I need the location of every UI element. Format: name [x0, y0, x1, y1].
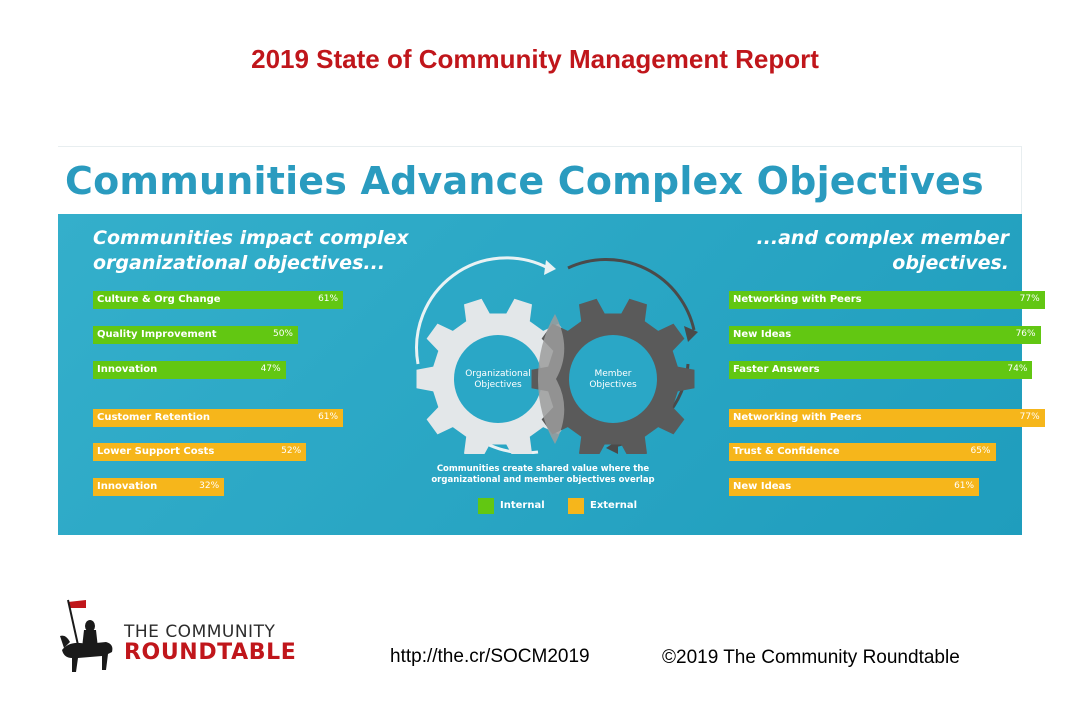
bar-value-label: 61% — [318, 294, 339, 304]
caption-line-2: organizational and member objectives ove… — [431, 475, 655, 485]
footer-copyright: ©2019 The Community Roundtable — [662, 647, 960, 668]
member-external-bar: New Ideas 61% — [729, 478, 980, 496]
bar-value-label: 32% — [199, 481, 220, 491]
member-gear — [531, 298, 695, 454]
org-internal-bar: Quality Improvement 50% — [93, 326, 298, 344]
organizational-gear-label-1: Organizational — [465, 369, 531, 379]
member-heading-line-1: ...and complex member — [756, 227, 1009, 249]
logo-line-2: ROUNDTABLE — [124, 640, 297, 665]
bar-value-label: 74% — [1007, 364, 1028, 374]
circular-arrow-top-left — [415, 256, 549, 365]
arrow-head — [684, 326, 698, 342]
report-title: 2019 State of Community Management Repor… — [251, 44, 819, 74]
legend-swatch-internal — [478, 498, 494, 514]
bar-label: Innovation — [97, 481, 158, 492]
bar-value-label: 65% — [970, 446, 991, 456]
org-external-bar: Customer Retention 61% — [93, 409, 344, 427]
bar-value-label: 61% — [318, 412, 339, 422]
organizational-gear-label-2: Objectives — [474, 380, 522, 390]
infographic: Communities Advance Complex Objectives C… — [58, 146, 1045, 535]
bar-label: Networking with Peers — [733, 294, 862, 305]
circular-arrow-top-right — [567, 258, 696, 331]
bar-value-label: 50% — [272, 329, 293, 339]
member-internal-bar: Faster Answers 74% — [729, 361, 1033, 379]
bar-label: Networking with Peers — [733, 412, 862, 423]
bar-label: Culture & Org Change — [97, 294, 221, 305]
bar-label: Quality Improvement — [97, 329, 217, 340]
bar-label: Innovation — [97, 364, 158, 375]
member-internal-bar: New Ideas 76% — [729, 326, 1041, 344]
member-external-bar: Trust & Confidence 65% — [729, 443, 996, 461]
org-external-bar: Innovation 32% — [93, 478, 225, 496]
bar-value-label: 61% — [954, 481, 975, 491]
bar-value-label: 77% — [1019, 412, 1040, 422]
legend-swatch-external — [568, 498, 584, 514]
bar-label: New Ideas — [733, 481, 792, 492]
organizational-gear — [416, 298, 580, 454]
caption-line-1: Communities create shared value where th… — [436, 464, 650, 474]
gears-illustration: Organizational Objectives Member Objecti… — [415, 256, 698, 454]
bar-value-label: 76% — [1015, 329, 1036, 339]
bar-label: Customer Retention — [97, 412, 211, 423]
knight-icon — [60, 599, 113, 672]
organizational-heading: Communities impact complex organizationa… — [93, 226, 409, 276]
bar-value-label: 47% — [260, 364, 281, 374]
gear-right-hub — [569, 335, 657, 423]
gear-left-hub — [454, 335, 542, 423]
member-external-bar: Networking with Peers 77% — [729, 409, 1045, 427]
infographic-title: Communities Advance Complex Objectives — [65, 159, 984, 203]
footer-url-link[interactable]: http://the.cr/SOCM2019 — [390, 646, 590, 667]
logo-line-1: THE COMMUNITY — [124, 622, 276, 642]
gear-overlap — [538, 314, 565, 444]
infographic-panel: Communities impact complex organizationa… — [58, 214, 1045, 535]
member-heading: ...and complex member objectives. — [756, 226, 1009, 276]
member-gear-label-1: Member — [594, 369, 631, 379]
org-internal-bar: Innovation 47% — [93, 361, 286, 379]
overlap-region — [538, 314, 565, 444]
bar-value-label: 52% — [281, 446, 302, 456]
bar-label: New Ideas — [733, 329, 792, 340]
org-internal-bar: Culture & Org Change 61% — [93, 291, 344, 309]
arrow-head — [544, 260, 556, 275]
member-heading-line-2: objectives. — [892, 252, 1009, 274]
bar-label: Faster Answers — [733, 364, 820, 375]
overlap-caption: Communities create shared value where th… — [418, 464, 668, 486]
bar-label: Lower Support Costs — [97, 446, 215, 457]
member-gear-label-2: Objectives — [589, 380, 637, 390]
bar-value-label: 77% — [1019, 294, 1040, 304]
infographic-header: Communities Advance Complex Objectives — [58, 146, 1022, 214]
member-internal-bar: Networking with Peers 77% — [729, 291, 1045, 309]
legend-label-internal: Internal — [500, 500, 545, 511]
legend-label-external: External — [590, 500, 638, 511]
community-roundtable-logo: THE COMMUNITY ROUNDTABLE — [56, 596, 336, 676]
organizational-heading-line-2: organizational objectives... — [93, 252, 386, 274]
bar-label: Trust & Confidence — [733, 446, 840, 457]
org-external-bar: Lower Support Costs 52% — [93, 443, 307, 461]
organizational-heading-line-1: Communities impact complex — [93, 227, 409, 249]
